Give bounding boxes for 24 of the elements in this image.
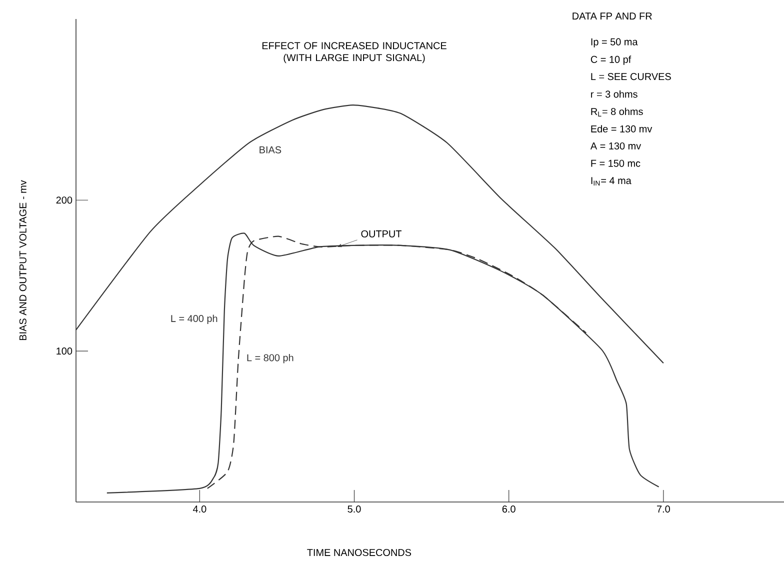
text: EFFECT OF INCREASED INDUCTANCE (WITH LARGE INPUT SIGNAL) [262, 42, 446, 64]
series-label: BIAS [260, 146, 282, 154]
series-label: L = 400 ph [171, 314, 218, 324]
annotation: A = 130 mv [590, 142, 642, 150]
annotation: L = SEE CURVES [591, 73, 671, 80]
annotation: OUTPUT [361, 230, 402, 238]
annotation: Ede = 130 mv [591, 125, 652, 132]
line-series [206, 236, 587, 489]
x-tick-label: 4.0 [192, 506, 206, 513]
annotation: Ip = 50 ma [591, 38, 638, 48]
y-tick-label: 200 [56, 196, 72, 204]
annotation: F = 150 mc [591, 160, 640, 167]
annotation: R$_{L}$= 8 ohms [591, 108, 643, 116]
y-axis-title: BIAS AND OUTPUT VOLTAGE - mv [19, 180, 26, 340]
x-tick-label: 6.0 [502, 506, 516, 513]
annotation: DATA FP AND FR [572, 12, 652, 20]
y-tick-label: 100 [56, 348, 72, 355]
annotation: C = 10 pf [590, 56, 632, 65]
annotation: I$_{IN}$= 4 ma [591, 177, 632, 186]
annotation: r = 3 ohms [591, 90, 638, 98]
x-axis-title: TIME NANOSECONDS [307, 548, 412, 556]
x-tick-label: 5.0 [348, 506, 361, 513]
x-tick-label: 7.0 [657, 506, 670, 513]
series-label: L = 800 ph [247, 354, 294, 364]
